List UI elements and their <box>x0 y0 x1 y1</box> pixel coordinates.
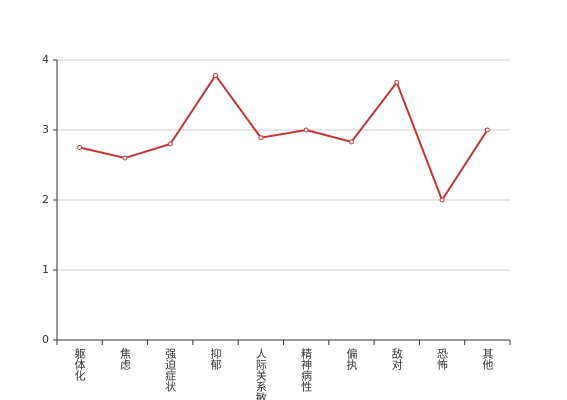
y-tick-label: 1 <box>42 263 49 276</box>
point <box>167 141 173 147</box>
point <box>484 127 490 133</box>
x-tick-label: 焦虑 <box>118 348 131 370</box>
y-tick-label: 0 <box>42 333 49 346</box>
x-tick-label: 躯体化 <box>73 348 86 382</box>
point <box>122 155 128 161</box>
x-tick-label: 精神病性 <box>300 348 313 393</box>
point <box>213 72 219 78</box>
line <box>79 73 489 203</box>
point <box>303 127 309 133</box>
x-tick-label: 人际关系敏感 <box>254 348 267 400</box>
x-tick-label: 其他 <box>481 348 494 370</box>
y-tick-label: 2 <box>42 193 49 206</box>
point <box>348 139 354 145</box>
y-tick-label: 3 <box>42 123 49 136</box>
x-tick-label: 恐怖 <box>436 348 449 370</box>
point <box>439 197 445 203</box>
y-tick-label: 4 <box>42 53 49 66</box>
point <box>77 145 83 150</box>
x-tick-label: 抑郁 <box>209 347 222 370</box>
x-tick-label: 偏执 <box>345 347 358 371</box>
x-tick-label: 强迫症状 <box>164 348 177 392</box>
point <box>394 79 400 85</box>
x-tick-label: 敌对 <box>390 347 403 370</box>
point <box>258 135 264 141</box>
